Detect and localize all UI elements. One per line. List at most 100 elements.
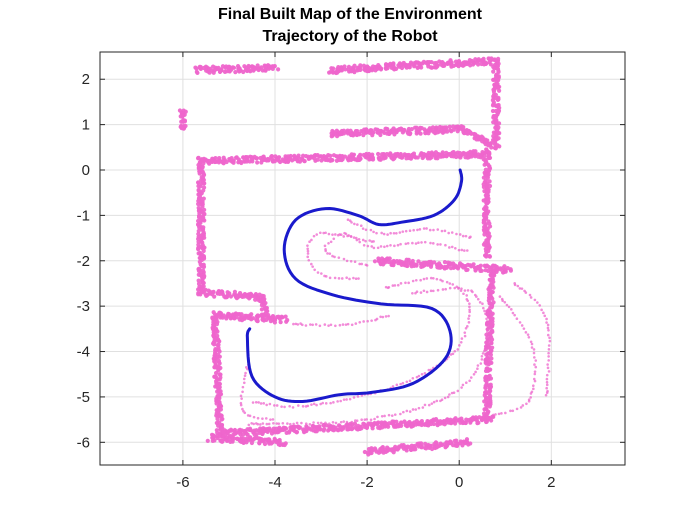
map-point (393, 413, 397, 416)
map-point (316, 421, 320, 425)
map-point (381, 450, 386, 455)
map-point (417, 406, 421, 410)
map-point (302, 158, 307, 164)
map-point (467, 58, 472, 63)
map-point (386, 259, 391, 265)
map-point (283, 405, 286, 409)
map-point (248, 435, 253, 440)
map-point (458, 344, 461, 347)
map-point (468, 149, 473, 154)
map-point (358, 240, 361, 244)
map-point (277, 422, 281, 425)
map-point (448, 440, 453, 445)
map-point (323, 274, 326, 278)
map-point (356, 395, 360, 398)
map-point (349, 235, 353, 238)
map-point (329, 66, 334, 71)
map-point (491, 64, 496, 70)
map-point (510, 308, 513, 311)
map-point (392, 231, 396, 235)
map-point (384, 315, 388, 318)
map-point (509, 409, 512, 413)
map-point (484, 419, 489, 424)
map-point (346, 218, 350, 222)
map-point (489, 360, 494, 365)
map-point (422, 227, 426, 230)
map-point (393, 284, 397, 287)
map-point (254, 156, 259, 161)
map-point (446, 395, 450, 399)
map-point (345, 128, 350, 133)
map-point (409, 447, 414, 452)
map-point (545, 380, 549, 384)
map-point (217, 433, 222, 438)
map-point (433, 440, 439, 445)
map-point (381, 151, 386, 157)
map-point (387, 413, 391, 417)
map-point (220, 439, 225, 444)
map-point (338, 130, 343, 135)
map-point (415, 155, 420, 160)
map-point (408, 410, 412, 413)
map-point (390, 414, 394, 417)
map-point (419, 126, 424, 131)
map-point (435, 277, 439, 281)
map-point (362, 320, 365, 323)
map-point (297, 159, 303, 164)
map-point (452, 391, 456, 395)
map-point (401, 60, 406, 66)
map-point (463, 289, 467, 292)
map-point (246, 67, 252, 73)
map-point (483, 349, 486, 353)
map-point (259, 402, 263, 405)
map-point (358, 63, 363, 68)
map-point (335, 66, 340, 72)
map-point (490, 103, 496, 108)
map-point (488, 301, 493, 306)
map-point (503, 300, 507, 304)
map-point (436, 243, 439, 246)
map-point (463, 331, 467, 334)
map-point (326, 153, 331, 158)
map-point (229, 428, 234, 433)
map-point (261, 318, 267, 323)
map-point (331, 69, 336, 75)
map-point (303, 154, 309, 159)
map-point (241, 385, 245, 389)
map-point (259, 65, 264, 70)
map-point (452, 438, 457, 444)
map-point (444, 265, 449, 270)
map-point (491, 69, 496, 74)
map-point (239, 160, 244, 166)
map-point (321, 428, 326, 433)
map-point (222, 69, 228, 74)
map-point (533, 370, 537, 373)
map-point (463, 249, 466, 252)
map-point (311, 323, 314, 327)
map-point (519, 406, 523, 409)
map-point (526, 333, 530, 336)
map-point (434, 125, 439, 130)
map-point (370, 157, 376, 162)
map-point (448, 393, 451, 396)
map-point (372, 240, 375, 243)
map-point (413, 447, 418, 452)
map-point (265, 422, 269, 426)
map-point (367, 157, 372, 162)
map-point (364, 263, 368, 267)
map-point (200, 204, 205, 209)
map-point (358, 262, 361, 266)
map-point (507, 305, 511, 309)
map-point (387, 314, 390, 318)
map-point (291, 406, 295, 409)
map-point (409, 127, 414, 132)
map-point (376, 259, 382, 264)
map-point (391, 385, 395, 388)
map-point (496, 97, 501, 102)
map-point (436, 228, 440, 231)
map-point (319, 231, 322, 235)
map-point (234, 155, 239, 160)
map-point (248, 414, 252, 418)
map-point (212, 159, 217, 165)
map-point (492, 77, 497, 82)
